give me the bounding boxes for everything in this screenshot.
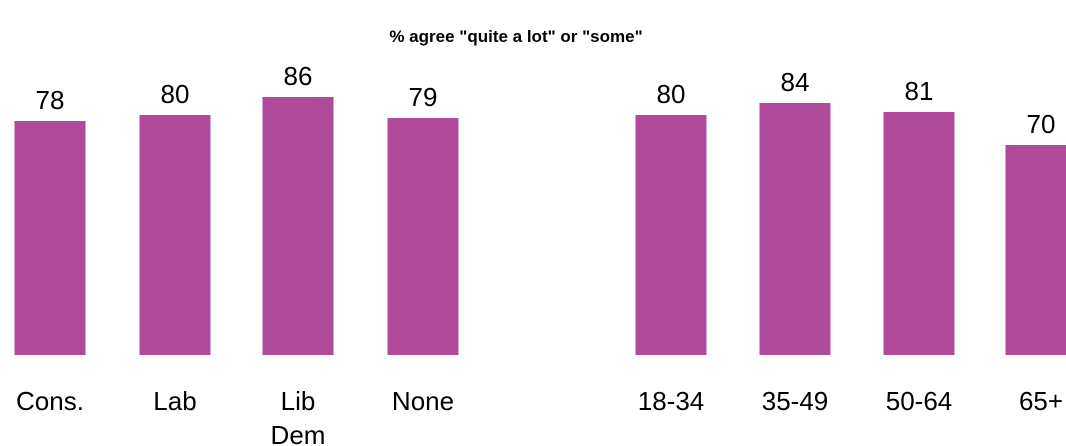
bar-lab [139,115,211,355]
data-label-18-34: 80 [657,79,686,109]
category-label-lab: Lab [153,386,196,416]
bar-18-34 [635,115,707,355]
category-label-18-34: 18-34 [638,386,705,416]
data-label-35-49: 84 [781,67,810,97]
bar-none [387,118,459,355]
category-label-none: None [392,386,454,416]
bar-35-49 [759,103,831,355]
category-label-65: 65+ [1019,386,1063,416]
bar-lib-dem [262,97,334,355]
data-label-lab: 80 [161,79,190,109]
bar-65 [1005,145,1066,355]
data-label-cons: 78 [36,85,65,115]
data-label-50-64: 81 [905,76,934,106]
data-label-lib-dem: 86 [284,61,313,91]
category-label-50-64: 50-64 [886,386,953,416]
category-label-cons: Cons. [16,386,84,416]
category-label-35-49: 35-49 [762,386,829,416]
data-label-none: 79 [409,82,438,112]
bar-cons [14,121,86,355]
category-label-lib-dem: Lib Dem [271,386,326,446]
bar-50-64 [883,112,955,355]
data-label-65: 70 [1027,109,1056,139]
chart-title: % agree "quite a lot" or "some" [389,27,642,46]
bars-group: 78 Cons. 80 Lab 86 Lib Dem 79 None 80 18-34 84 35-49… [14,61,1066,446]
